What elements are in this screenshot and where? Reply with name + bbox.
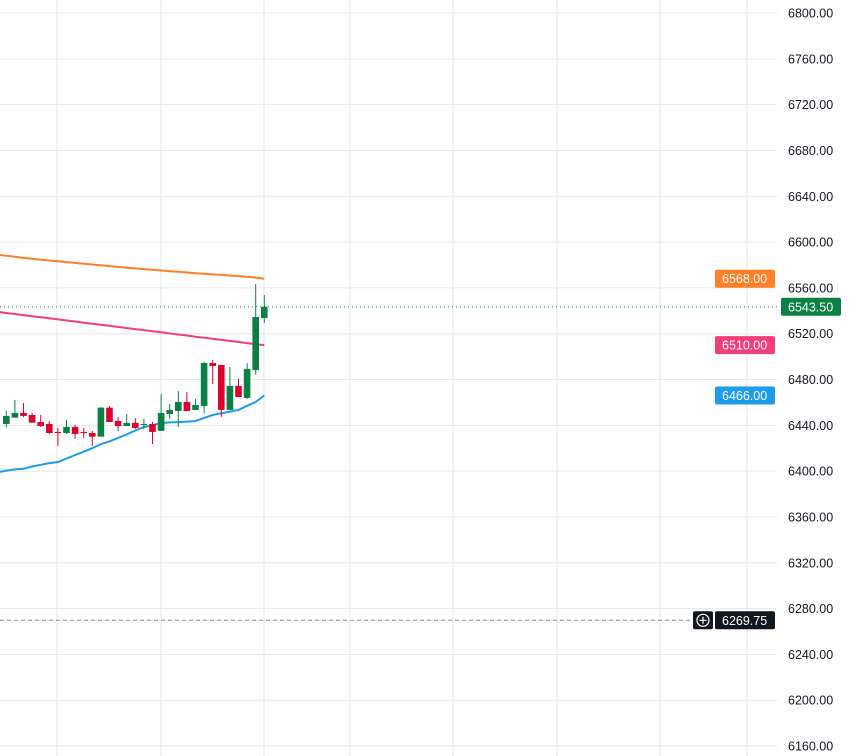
candle-body (140, 423, 148, 425)
candle-body (175, 401, 182, 411)
ma-value-badge-text: 6568.00 (722, 272, 767, 286)
candle-body (252, 316, 259, 370)
candle-body (3, 415, 10, 424)
last-price-badge (781, 297, 841, 316)
candle-body (132, 422, 139, 428)
candle-body (106, 407, 113, 422)
candle-body (157, 412, 165, 431)
plus-icon (699, 616, 707, 624)
moving-average-line (0, 394, 265, 473)
y-tick-label: 6480.00 (788, 373, 833, 387)
level-lines (0, 306, 777, 621)
candle-body (200, 363, 208, 406)
candle-body (209, 363, 216, 366)
candle-body (226, 385, 234, 410)
candle-body (46, 423, 53, 433)
moving-average-line (0, 311, 265, 347)
candle-body (114, 420, 122, 426)
ma-value-badge (715, 386, 775, 405)
y-tick-label: 6200.00 (788, 694, 833, 708)
candle-body (123, 422, 130, 426)
candle-body (54, 431, 62, 433)
y-tick-label: 6160.00 (788, 740, 833, 754)
y-tick-label: 6560.00 (788, 281, 833, 295)
candle-body (166, 409, 173, 414)
y-tick-label: 6640.00 (788, 190, 833, 204)
candles (3, 283, 268, 446)
ma-value-badge-text: 6510.00 (722, 339, 767, 353)
candle-body (149, 423, 156, 432)
y-tick-label: 6600.00 (788, 236, 833, 250)
candle-body (89, 432, 96, 437)
ma-value-badge (715, 269, 775, 288)
candle-body (71, 426, 79, 434)
y-tick-label: 6520.00 (788, 327, 833, 341)
candle-body (11, 412, 19, 418)
candle-body (218, 364, 225, 410)
last-price-badge-text: 6543.50 (788, 300, 833, 314)
y-tick-label: 6720.00 (788, 98, 833, 112)
y-tick-label: 6800.00 (788, 7, 833, 21)
y-tick-label: 6240.00 (788, 648, 833, 662)
ma-value-badge-text: 6466.00 (722, 389, 767, 403)
candle-body (97, 407, 105, 437)
candle-body (37, 421, 44, 426)
y-tick-label: 6680.00 (788, 144, 833, 158)
candle-body (20, 412, 27, 416)
grid (0, 0, 777, 756)
moving-average-line (0, 253, 265, 280)
plus-circle-icon (696, 613, 710, 627)
candle-body (80, 431, 87, 433)
y-tick-label: 6360.00 (788, 510, 833, 524)
candle-body (28, 415, 36, 423)
moving-averages (0, 253, 265, 473)
candle-body (235, 385, 242, 398)
alert-price-badge (715, 611, 775, 630)
price-badges: 6568.00 6510.00 6466.00 6543.50 6269.75 (693, 269, 841, 630)
candle-body (261, 306, 268, 318)
y-tick-label: 6280.00 (788, 602, 833, 616)
y-tick-label: 6440.00 (788, 419, 833, 433)
candle-body (243, 368, 251, 398)
y-tick-label: 6400.00 (788, 465, 833, 479)
candle-body (63, 426, 70, 433)
y-tick-label: 6320.00 (788, 556, 833, 570)
alert-price-badge-text: 6269.75 (722, 614, 767, 628)
price-axis[interactable]: 6800.00 6760.00 6720.00 6680.00 6640.00 6600.… (788, 7, 833, 754)
candle-body (183, 401, 191, 411)
candle-body (192, 404, 199, 410)
ma-value-badge (715, 336, 775, 355)
y-tick-label: 6760.00 (788, 52, 833, 66)
